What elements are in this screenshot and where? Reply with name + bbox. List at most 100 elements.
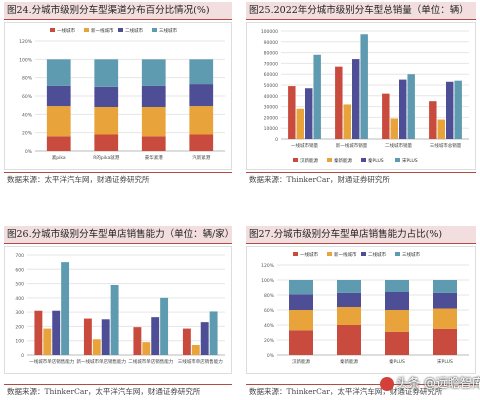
chart-area: 0% 20% 40% 60% 80% 100% 120% 汉新能源 秦新能源 秦PLUS 宋PLUS… [246,246,476,374]
bar [133,327,142,355]
legend-label: 宋PLUS [402,157,418,164]
bar [429,101,437,139]
stacked-bar-segment [46,59,71,86]
y-tick-label: 400 [15,296,24,302]
stacked-bar-segment [189,134,214,151]
y-tick-label: 60% [22,94,33,100]
y-tick-label: 90000 [264,40,278,46]
x-tick-label: 一线城市销量 [291,142,318,149]
y-tick-label: 10000 [264,126,278,132]
x-tick-label: 汉新能源 [292,358,310,365]
legend-label: 新一线城市 [91,27,114,34]
bar [34,310,43,355]
stacked-bar-segment [141,85,166,107]
watermark-text: 头条 @远瞻智库 [396,376,480,390]
stacked-bar-segment [433,280,457,293]
bar [52,310,61,355]
y-tick-label: 50000 [264,83,278,89]
stacked-bar-segment [94,86,119,107]
legend-swatch [327,158,332,162]
stacked-bar-segment [385,292,409,310]
chart-channel-distribution: 0% 20% 40% 60% 80% 100% 120% 紧pika R的pika就港 豪华紧港 汽… [19,27,225,161]
legend-swatch [395,158,400,162]
legend-label: 秦新能源 [334,157,352,164]
legend-swatch [293,158,298,162]
stacked-bar-segment [189,106,214,135]
stacked-bar-segment [385,331,409,355]
panel-title-bar: 图25.2022年分城市级别分车型总销量（单位：辆） [246,2,476,20]
stacked-bar-segment [141,107,166,137]
bar [182,328,191,355]
bar [446,81,454,139]
y-tick-label: 120% [19,39,33,45]
legend-swatch [84,28,89,32]
stacked-bar-segment [94,59,119,87]
stacked-bar-segment [289,280,313,295]
bar [437,119,445,139]
stacked-bar-segment [189,59,214,85]
bar [92,339,101,355]
y-tick-label: 0% [267,353,275,359]
legend-label: 秦PLUS [368,157,384,164]
stacked-bar-segment [337,325,361,355]
stacked-bar-segment [94,107,119,135]
chart-store-sales-capacity: 0 100 200 300 400 500 600 700 一线城市单店销售能力 新一线城市单店销… [15,253,225,365]
y-tick-label: 100 [15,339,24,345]
stacked-bar-segment [46,136,71,151]
legend-label: 一线城市 [57,27,75,34]
panel-title: 图25.2022年分城市级别分车型总销量（单位：辆） [249,5,469,16]
chart-store-sales-share: 0% 20% 40% 60% 80% 100% 120% 汉新能源 秦新能源 秦PLUS 宋PLUS… [261,251,469,365]
x-tick-label: 汽新紧港 [192,154,210,161]
y-tick-label: 100000 [261,29,278,35]
y-tick-label: 100% [19,57,33,63]
source-note: 数据来源：ThinkerCar，太平洋汽车网，财通证券研究所 [4,384,232,398]
stacked-bar-segment [337,307,361,325]
y-tick-label: 0 [275,137,278,143]
bar [382,93,390,139]
x-tick-label: 秦PLUS [389,358,405,365]
x-tick-label: 新一线城市单店销售能力 [77,358,127,365]
bar [209,311,218,355]
stacked-bar-segment [94,134,119,151]
watermark: 头条 @远瞻智库 [378,372,480,394]
stacked-bar-segment [189,84,214,107]
headline-logo-icon [380,376,394,391]
bar [83,318,92,355]
bar [160,297,169,355]
bar [407,74,415,139]
legend-label: 二线城市 [125,27,143,34]
legend-label: 汉新能源 [300,157,318,164]
legend-label: 一线城市 [300,251,318,258]
x-tick-label: 二线城市单店销售能力 [128,358,173,365]
x-tick-label: 宋PLUS [437,358,453,365]
x-tick-label: 秦新能源 [340,358,358,365]
stacked-bar-segment [289,294,313,310]
stacked-bar-segment [289,330,313,355]
bar [390,118,398,139]
panel-title: 图27.分城市级别分车型单店销售能力占比(%) [249,229,443,240]
x-tick-label: 三线城市总销量 [430,142,462,149]
legend-swatch [395,252,400,256]
y-tick-label: 60000 [264,72,278,78]
panel-title: 图24.分城市级别分车型渠道分布百分比情况(%) [7,5,210,16]
stacked-bar-segment [289,310,313,331]
bar [454,80,462,139]
y-tick-label: 0 [21,353,24,359]
y-tick-label: 40% [22,112,33,118]
y-tick-label: 700 [15,253,24,259]
y-tick-label: 30000 [264,105,278,111]
x-tick-label: R的pika就港 [93,154,120,161]
y-tick-label: 20000 [264,115,278,121]
y-tick-label: 40000 [264,94,278,100]
chart-area: 0 100 200 300 400 500 600 700 一线城市单店销售能力 新一线城市单店销… [4,246,232,374]
stacked-bar-segment [337,292,361,307]
legend-swatch [293,252,298,256]
y-tick-label: 70000 [264,61,278,67]
stacked-bar-segment [141,136,166,151]
bar [360,34,368,139]
legend-swatch [327,252,332,256]
panel-title-bar: 图24.分城市级别分车型渠道分布百分比情况(%) [4,2,232,20]
legend-label: 三线城市 [159,27,177,34]
y-tick-label: 200 [15,324,24,330]
x-tick-label: 紧pika [52,154,66,161]
